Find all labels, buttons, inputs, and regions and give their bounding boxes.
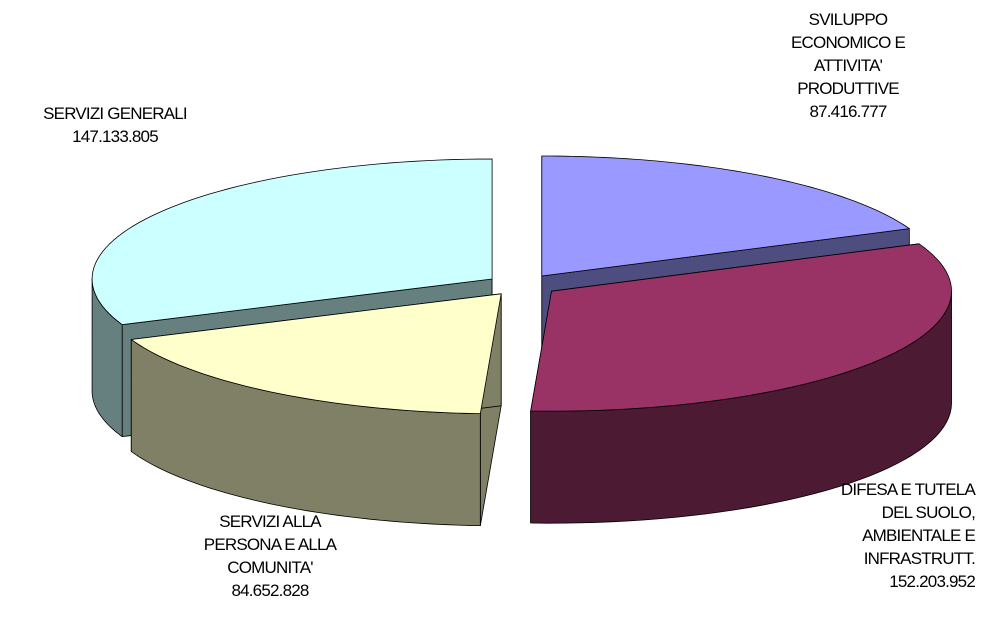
category-label: SERVIZI ALLA PERSONA E ALLA COMUNITA' bbox=[203, 512, 337, 577]
slice-top bbox=[530, 243, 952, 412]
category-label: DIFESA E TUTELA DEL SUOLO, AMBIENTALE E … bbox=[840, 480, 976, 568]
slice-label: DIFESA E TUTELA DEL SUOLO, AMBIENTALE E … bbox=[770, 478, 976, 593]
slice-label: SERVIZI ALLA PERSONA E ALLA COMUNITA' 84… bbox=[160, 510, 380, 602]
slice-label: SERVIZI GENERALI 147.133.805 bbox=[5, 102, 225, 148]
category-label: SERVIZI GENERALI bbox=[43, 104, 188, 123]
value-label: 87.416.777 bbox=[809, 102, 887, 121]
category-label: SVILUPPO ECONOMICO E ATTIVITA' PRODUTTIV… bbox=[791, 10, 906, 98]
value-label: 147.133.805 bbox=[72, 127, 159, 146]
slice-top bbox=[541, 155, 910, 277]
value-label: 152.203.952 bbox=[889, 572, 976, 591]
slice-label: SVILUPPO ECONOMICO E ATTIVITA' PRODUTTIV… bbox=[762, 8, 934, 123]
slice-top bbox=[91, 158, 493, 326]
slice-top bbox=[130, 293, 502, 415]
value-label: 84.652.828 bbox=[231, 581, 309, 600]
